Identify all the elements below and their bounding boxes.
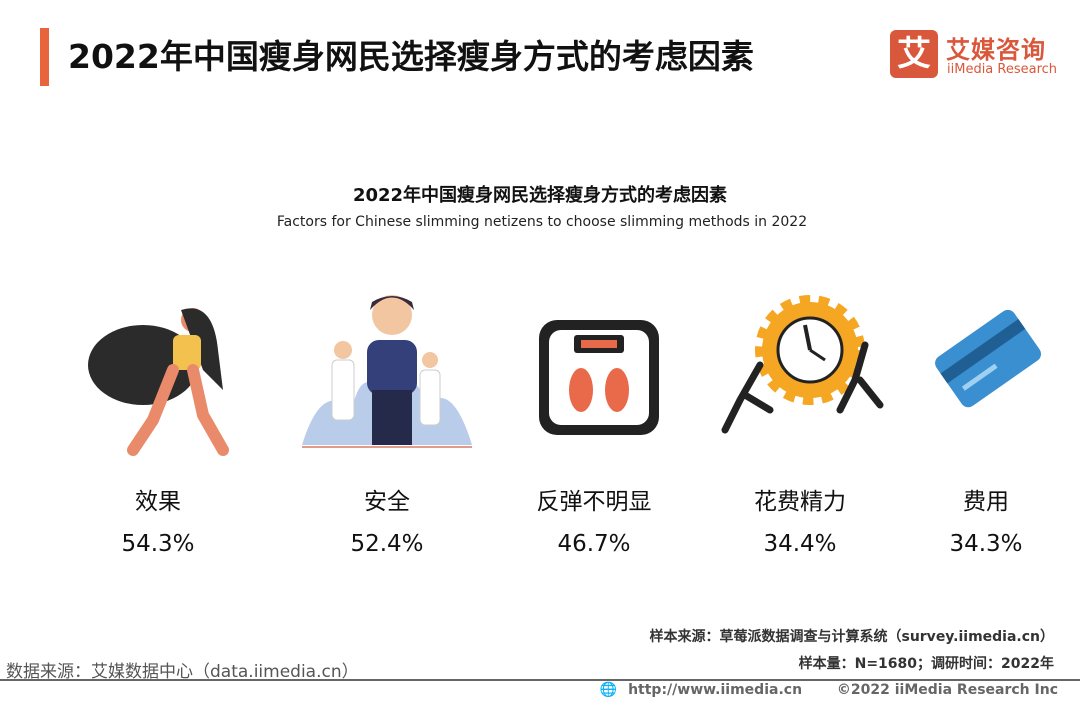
page-title: 2022年中国瘦身网民选择瘦身方式的考虑因素 (68, 37, 754, 76)
doctors-icon (302, 295, 472, 448)
factor-value: 34.3% (949, 531, 1023, 557)
copyright: ©2022 iiMedia Research Inc (836, 682, 1058, 698)
factor-value: 46.7% (557, 531, 631, 557)
factor-item: 效果 54.3% (58, 290, 258, 557)
logo-mark: 艾 (890, 30, 938, 78)
factor-item: 费用 34.3% (886, 290, 1080, 557)
bathroom-scale-icon (539, 320, 659, 435)
data-source: 数据来源：艾媒数据中心（data.iimedia.cn） (6, 662, 359, 682)
factor-value: 34.4% (763, 531, 837, 557)
factor-value: 54.3% (121, 531, 195, 557)
iimedia-logo: 艾 艾媒咨询 iiMedia Research (890, 30, 1075, 82)
factor-label: 花费精力 (754, 489, 846, 515)
logo-name-cn: 艾媒咨询 (946, 36, 1046, 64)
factor-label: 安全 (364, 489, 410, 515)
woman-dancing-icon (88, 308, 229, 456)
factor-value: 52.4% (350, 531, 424, 557)
website-link[interactable]: http://www.iimedia.cn (628, 682, 803, 698)
footer-bar: 🌐 http://www.iimedia.cn ©2022 iiMedia Re… (594, 682, 1058, 698)
factor-label: 费用 (963, 489, 1009, 515)
factor-item: 安全 52.4% (287, 290, 487, 557)
factor-label: 效果 (135, 489, 181, 515)
chart-title: 2022年中国瘦身网民选择瘦身方式的考虑因素 (352, 185, 728, 206)
factor-label: 反弹不明显 (536, 489, 652, 515)
factor-item: 花费精力 34.4% (700, 290, 900, 557)
footer-divider (0, 679, 1080, 681)
factor-item: 反弹不明显 46.7% (494, 290, 694, 557)
credit-card-icon (935, 309, 1042, 408)
globe-icon: 🌐 (599, 682, 618, 698)
gear-pushing-icon (721, 295, 884, 434)
chart-subtitle: Factors for Chinese slimming netizens to… (276, 214, 808, 230)
sample-size: 样本量：N=1680；调研时间：2022年 (798, 656, 1054, 672)
sample-source: 样本来源：草莓派数据调查与计算系统（survey.iimedia.cn） (649, 629, 1054, 645)
title-accent-bar (40, 28, 49, 86)
logo-name-en: iiMedia Research (947, 62, 1058, 77)
